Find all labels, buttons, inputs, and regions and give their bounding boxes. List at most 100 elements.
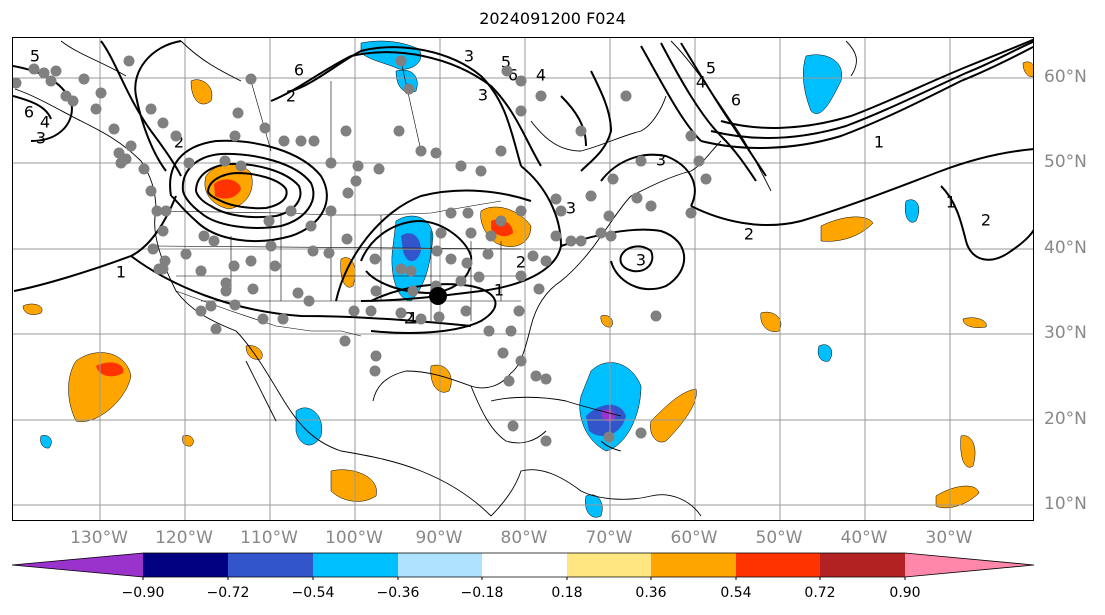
station-marker: [550, 230, 562, 242]
contour-line: [13, 95, 52, 120]
station-marker: [565, 235, 577, 247]
contour-line: [134, 40, 182, 172]
shaded-region: [650, 388, 697, 443]
station-marker: [503, 375, 515, 387]
shaded-region: [905, 199, 920, 223]
colorbar-tick-label: −0.72: [206, 585, 250, 601]
contour-label: 1: [946, 193, 956, 212]
station-marker: [530, 370, 542, 382]
station-marker: [527, 250, 539, 262]
station-marker: [220, 277, 232, 289]
station-marker: [339, 335, 351, 347]
station-marker: [445, 207, 457, 219]
shaded-region: [1022, 61, 1033, 77]
station-marker: [160, 205, 172, 217]
shaded-region: [817, 344, 833, 362]
station-marker: [45, 75, 57, 87]
station-marker: [325, 205, 337, 217]
colorbar-segment: [12, 553, 143, 577]
station-marker: [145, 103, 157, 115]
station-marker: [435, 227, 447, 239]
station-marker: [485, 230, 497, 242]
station-marker: [198, 230, 210, 242]
station-marker: [95, 87, 107, 99]
station-marker: [50, 65, 62, 77]
station-marker: [540, 255, 552, 267]
station-marker: [348, 305, 360, 317]
station-marker: [305, 220, 317, 232]
station-marker: [513, 305, 525, 317]
station-marker: [113, 147, 125, 159]
contour-label: 4: [536, 66, 546, 85]
station-marker: [170, 130, 182, 142]
station-marker: [631, 192, 643, 204]
station-marker: [108, 123, 120, 135]
station-marker: [180, 248, 192, 260]
station-marker: [13, 77, 22, 89]
station-marker: [229, 130, 241, 142]
contour-label: 3: [656, 151, 666, 170]
station-marker: [533, 283, 545, 295]
station-marker: [340, 125, 352, 137]
colorbar-segment: [905, 553, 1034, 577]
station-marker: [431, 245, 443, 257]
political-boundaries: [155, 60, 522, 337]
latitude-label: 10°N: [1044, 494, 1087, 514]
colorbar-tick-label: −0.36: [376, 585, 420, 601]
colorbar-tick-label: −0.90: [121, 585, 165, 601]
latitude-label: 40°N: [1044, 238, 1087, 258]
border-line: [250, 60, 422, 166]
colorbar-tick-label: −0.18: [460, 585, 504, 601]
station-marker: [605, 230, 617, 242]
station-marker: [415, 145, 427, 157]
longitude-label: 50°W: [755, 528, 803, 548]
contour-line: [940, 185, 1033, 261]
station-marker: [650, 310, 662, 322]
contour-line: [270, 51, 542, 167]
shaded-region: [585, 494, 603, 518]
graticule: [13, 38, 1033, 520]
contour-line: [680, 42, 767, 177]
contour-line: [690, 148, 1033, 227]
longitude-label: 120°W: [155, 528, 213, 548]
coastline: [490, 469, 702, 517]
station-marker: [341, 233, 353, 245]
station-marker: [257, 313, 269, 325]
shaded-region: [22, 303, 43, 315]
shaded-region: [600, 315, 613, 328]
station-marker: [285, 205, 297, 217]
station-marker: [38, 67, 50, 79]
station-marker: [645, 200, 657, 212]
contour-line: [710, 40, 1033, 139]
station-marker: [515, 75, 527, 87]
colorbar-tick-label: 0.36: [635, 585, 667, 601]
contour-label: 1: [874, 133, 884, 152]
contour-label: 5: [501, 53, 511, 72]
station-marker: [78, 73, 90, 85]
colorbar-tick-label: 0.18: [551, 585, 583, 601]
coastline: [530, 95, 667, 152]
longitude-label: 80°W: [500, 528, 548, 548]
colorbar-segment: [313, 553, 398, 577]
contour-label: 2: [404, 309, 414, 328]
station-marker: [370, 285, 382, 297]
station-marker: [495, 215, 507, 227]
station-marker: [229, 299, 241, 311]
contour-lines: [13, 38, 1033, 334]
longitude-label: 30°W: [925, 528, 973, 548]
station-marker: [369, 365, 381, 377]
station-marker: [147, 243, 159, 255]
station-marker: [325, 157, 337, 169]
station-marker: [540, 435, 552, 447]
station-marker: [205, 300, 217, 312]
contour-label: 1: [494, 281, 504, 300]
shaded-region: [96, 362, 124, 377]
map-title: 2024091200 F024: [479, 9, 626, 28]
station-marker: [308, 135, 320, 147]
contour-line: [335, 189, 532, 302]
coastlines: [14, 40, 857, 517]
station-marker: [603, 431, 615, 443]
station-marker: [555, 205, 567, 217]
